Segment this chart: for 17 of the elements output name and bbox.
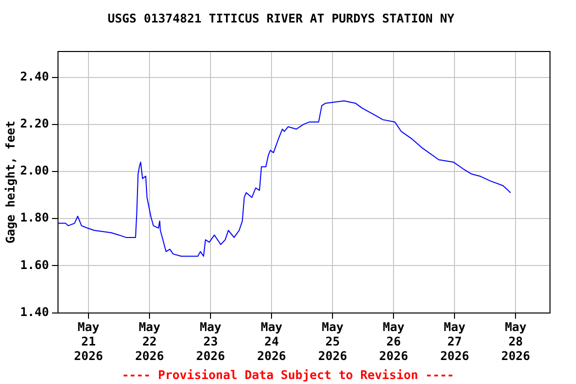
y-tick-label: 1.80 [20, 210, 49, 225]
y-axis-title: Gage height, feet [3, 120, 18, 244]
chart-title: USGS 01374821 TITICUS RIVER AT PURDYS STATION NY [108, 11, 456, 26]
x-tick-label: May 23 2026 [196, 320, 226, 363]
x-tick-label: May 25 2026 [318, 320, 348, 363]
y-tick-label: 1.60 [20, 258, 49, 272]
text: ---- Provisional Data Subject to Revision ---- [122, 368, 454, 382]
x-tick-label: May 26 2026 [379, 320, 408, 363]
x-tick-label: May 22 2026 [135, 320, 164, 363]
y-tick-label: 2.00 [20, 164, 49, 178]
y-tick-label: 2.40 [20, 69, 49, 84]
x-tick-label: May 21 2026 [74, 320, 103, 363]
x-tick-label: May 27 2026 [440, 320, 470, 363]
x-tick-label: May 24 2026 [257, 320, 286, 363]
y-tick-label: 1.40 [20, 304, 49, 319]
y-tick-label: 2.20 [20, 116, 49, 131]
x-tick-label: May 28 2026 [501, 320, 530, 363]
